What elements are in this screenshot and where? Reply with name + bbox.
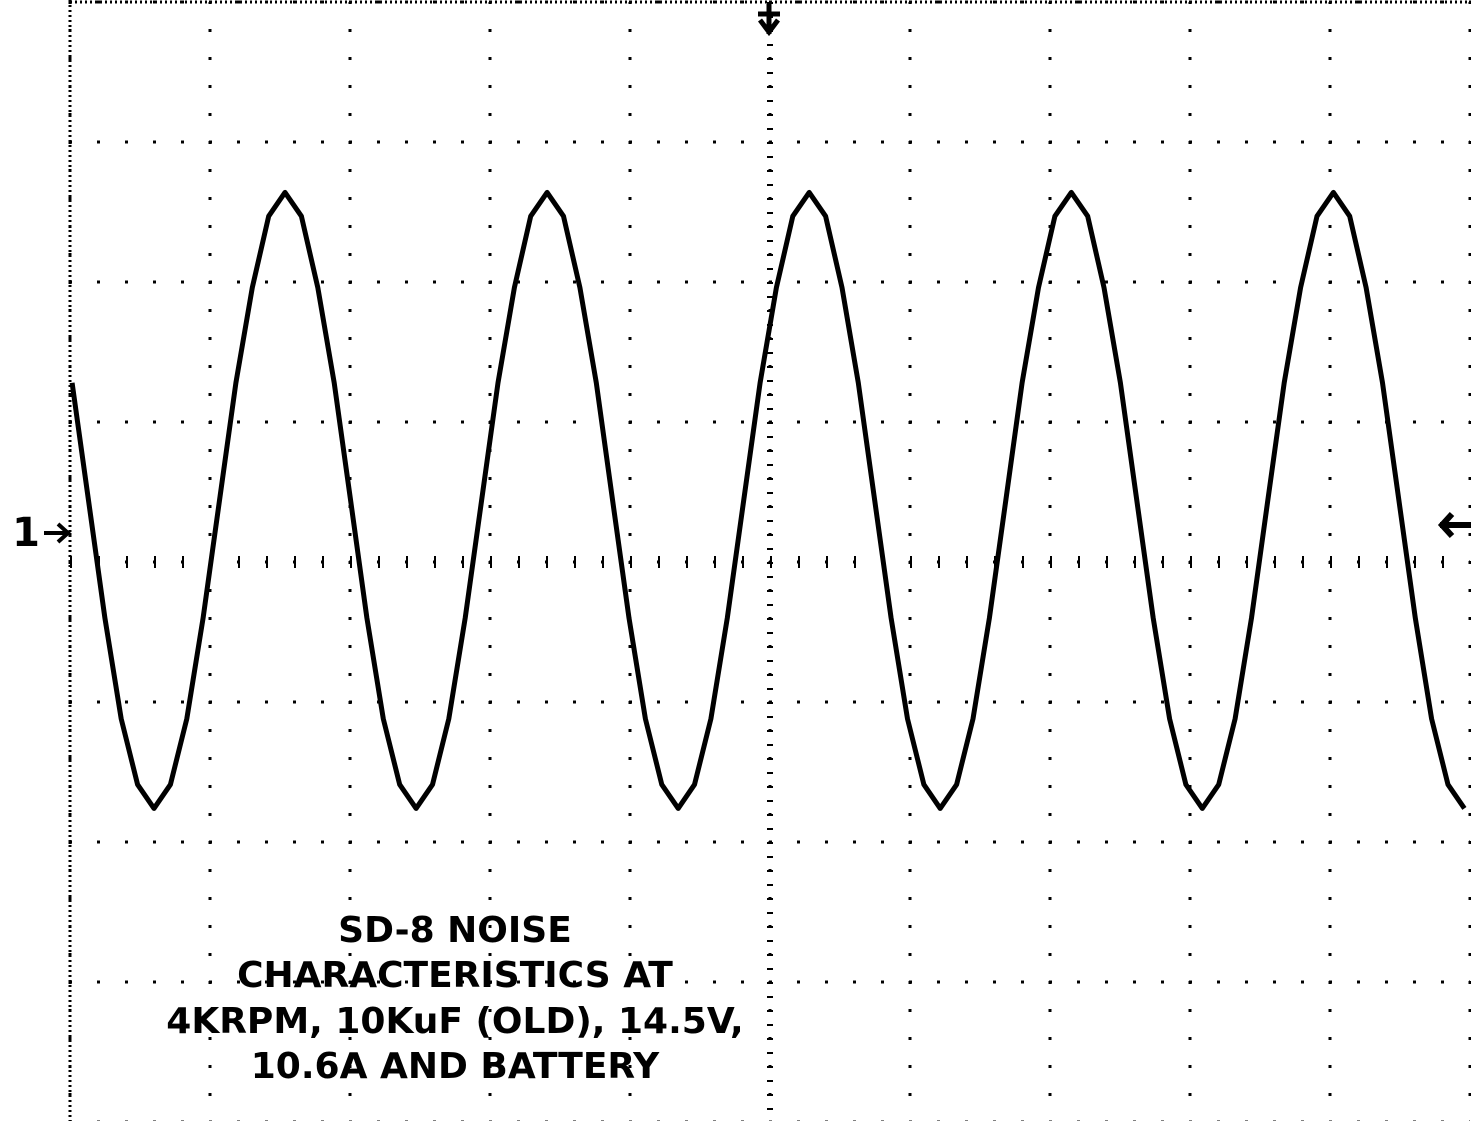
- annotation: SD-8 NOISE: [338, 910, 572, 951]
- annotation: 4KRPM, 10KuF (OLD), 14.5V,: [166, 1001, 743, 1042]
- annotation: 10.6A AND BATTERY: [251, 1046, 660, 1087]
- ground-marker: [44, 522, 71, 544]
- trace: [69, 189, 1467, 811]
- trigger-level-marker: [1437, 511, 1471, 539]
- annotation: CHARACTERISTICS AT: [237, 955, 673, 996]
- channel-label: 1: [12, 510, 40, 556]
- trigger-marker: [758, 4, 780, 37]
